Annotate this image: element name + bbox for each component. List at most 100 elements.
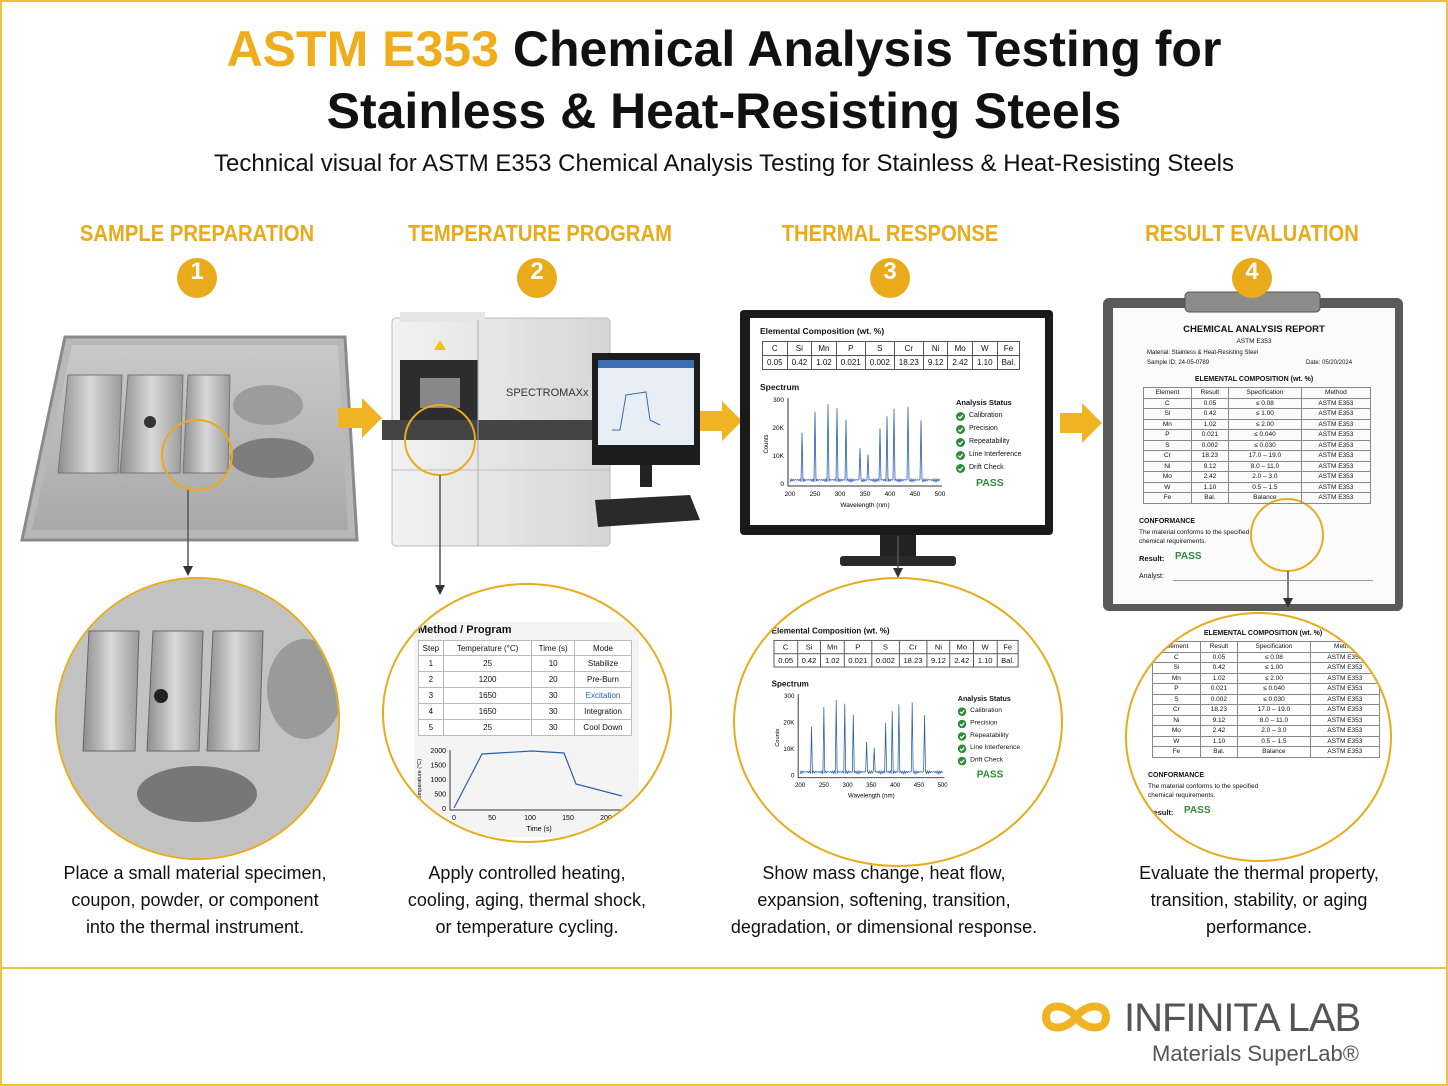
check-circle bbox=[956, 412, 965, 421]
report-row: C 0.05 ≤ 0.08 ASTM E353 bbox=[1143, 397, 1372, 409]
check-tick bbox=[957, 440, 964, 446]
report-cell: W bbox=[1152, 735, 1201, 747]
y-axis-label: Temperature (°C) bbox=[417, 759, 423, 801]
check-icon bbox=[957, 719, 967, 729]
report-table: Element Result Specification Method C 0.05 ≤ 0… bbox=[1143, 387, 1372, 504]
report-row: Si 0.42 ≤ 1.00 ASTM E353 bbox=[1152, 662, 1381, 674]
program-cell: Pre-Burn bbox=[574, 671, 632, 688]
element-header: Fe bbox=[996, 639, 1019, 655]
x-tick-label: 300 bbox=[835, 491, 846, 498]
check-circle bbox=[956, 464, 965, 473]
element-value: 2.42 bbox=[949, 653, 974, 668]
flow-arrow bbox=[338, 398, 382, 438]
element-value: 0.002 bbox=[864, 355, 895, 370]
program-panel: Method / Program Step Temperature (°C) Time… bbox=[414, 622, 639, 837]
report-cell: ≤ 0.040 bbox=[1228, 429, 1302, 441]
zoom-program: Method / Program Step Temperature (°C) Time… bbox=[382, 583, 672, 843]
status-check: Precision bbox=[969, 425, 998, 432]
zoom-hole bbox=[154, 689, 168, 703]
axis bbox=[797, 694, 945, 779]
program-row: 5 25 30 Cool Down bbox=[418, 719, 632, 736]
step-description: expansion, softening, transition, bbox=[757, 890, 1011, 910]
program-cell: 10 bbox=[531, 655, 575, 672]
conformance-title: CONFORMANCE bbox=[1139, 518, 1195, 525]
x-tick-label: 350 bbox=[860, 491, 871, 498]
report-cell: ≤ 0.040 bbox=[1237, 683, 1311, 695]
report-cell: 1.02 bbox=[1190, 418, 1230, 430]
x-tick-label: 300 bbox=[842, 782, 853, 789]
y-tick-label: 300 bbox=[773, 397, 784, 404]
report-cell: 8.0 – 11.0 bbox=[1228, 460, 1302, 472]
report-cell: 0.5 – 1.5 bbox=[1228, 481, 1302, 493]
element-value: 1.10 bbox=[972, 653, 998, 668]
step-description: into the thermal instrument. bbox=[85, 917, 305, 937]
element-header: Ni bbox=[926, 639, 951, 655]
header-row: Element Result Specification Method bbox=[1143, 387, 1372, 399]
report-cell: ≤ 0.030 bbox=[1228, 439, 1302, 451]
header-row: C Si Mn P S Cr Ni Mo W Fe bbox=[762, 341, 1021, 356]
panel-title: Elemental Composition (wt. %) bbox=[771, 625, 890, 636]
status-check: Precision bbox=[970, 719, 998, 727]
report-cell: ASTM E353 bbox=[1309, 651, 1381, 663]
zoom-sample bbox=[55, 577, 340, 860]
status-result: PASS bbox=[976, 769, 1004, 781]
report-row: Fe Bal. Balance ASTM E353 bbox=[1152, 746, 1381, 758]
report-cell: Mo bbox=[1152, 725, 1201, 737]
element-header: W bbox=[972, 639, 998, 655]
report-row: C 0.05 ≤ 0.08 ASTM E353 bbox=[1152, 651, 1381, 663]
report-cell: ASTM E353 bbox=[1309, 735, 1381, 747]
element-value: 1.10 bbox=[971, 355, 998, 370]
check-icon bbox=[957, 707, 967, 716]
sample-tray bbox=[20, 335, 359, 542]
program-cell: 1 bbox=[418, 655, 444, 672]
element-value: 2.42 bbox=[947, 355, 973, 370]
report-cell: ASTM E353 bbox=[1300, 450, 1372, 462]
column-header: Specification bbox=[1237, 641, 1311, 653]
element-value: 0.42 bbox=[786, 355, 813, 370]
element-value: 1.02 bbox=[811, 355, 837, 370]
program-row: 2 1200 20 Pre-Burn bbox=[418, 671, 632, 688]
program-cell: 5 bbox=[418, 719, 444, 736]
analysis-panel: Elemental Composition (wt. %) C Si Mn P S Cr Ni… bbox=[752, 320, 1042, 520]
element-value: 9.12 bbox=[922, 355, 949, 370]
check-circle bbox=[957, 756, 967, 766]
step-description: transition, stability, or aging bbox=[1150, 890, 1368, 910]
check-tick bbox=[959, 709, 965, 715]
status-check: Drift Check bbox=[970, 756, 1004, 764]
report-cell: 1.10 bbox=[1190, 481, 1230, 493]
report-section: ELEMENTAL COMPOSITION (wt. %) bbox=[1194, 376, 1314, 383]
element-header: Ni bbox=[922, 341, 949, 356]
report-cell: 2.42 bbox=[1190, 471, 1230, 483]
y-tick-label: 10K bbox=[772, 453, 784, 460]
x-tick-label: 500 bbox=[937, 782, 947, 789]
report-cell: ASTM E353 bbox=[1300, 429, 1372, 441]
program-cell: Cool Down bbox=[574, 719, 632, 736]
check-tick bbox=[957, 466, 964, 472]
column-header: Time (s) bbox=[531, 640, 575, 656]
report-sample-id: Sample ID: 24-05-0789 bbox=[1147, 360, 1210, 366]
step-description: Place a small material specimen, bbox=[63, 863, 327, 883]
report-cell: ≤ 1.00 bbox=[1237, 662, 1311, 674]
y-tick-label: 500 bbox=[434, 792, 446, 799]
spectrum-title: Spectrum bbox=[760, 382, 800, 392]
report-row: Si 0.42 ≤ 1.00 ASTM E353 bbox=[1143, 408, 1372, 420]
report-cell: ASTM E353 bbox=[1300, 397, 1372, 409]
program-row: 4 1650 30 Integration bbox=[418, 703, 632, 720]
element-header: Fe bbox=[996, 341, 1021, 356]
step-number: 4 bbox=[1232, 258, 1272, 298]
title-line: Stainless & Heat-Resisting Steels bbox=[326, 83, 1122, 139]
report-cell: W bbox=[1143, 481, 1192, 493]
element-header: W bbox=[971, 341, 998, 356]
report-cell: 0.05 bbox=[1190, 397, 1230, 409]
check-tick bbox=[959, 722, 965, 727]
report-cell: ASTM E353 bbox=[1300, 460, 1372, 472]
value-row: 0.05 0.42 1.02 0.021 0.002 18.23 9.12 2.42 1.10 B… bbox=[762, 355, 1021, 370]
report-cell: ASTM E353 bbox=[1309, 746, 1381, 758]
report-title: CHEMICAL ANALYSIS REPORT bbox=[1183, 324, 1325, 335]
status-check: Line Interference bbox=[969, 451, 1022, 458]
element-value: 18.23 bbox=[898, 653, 928, 668]
report-row: Mn 1.02 ≤ 2.00 ASTM E353 bbox=[1152, 672, 1381, 684]
logo-text: INFINITA LAB bbox=[1124, 996, 1361, 1040]
check-tick bbox=[959, 734, 965, 739]
